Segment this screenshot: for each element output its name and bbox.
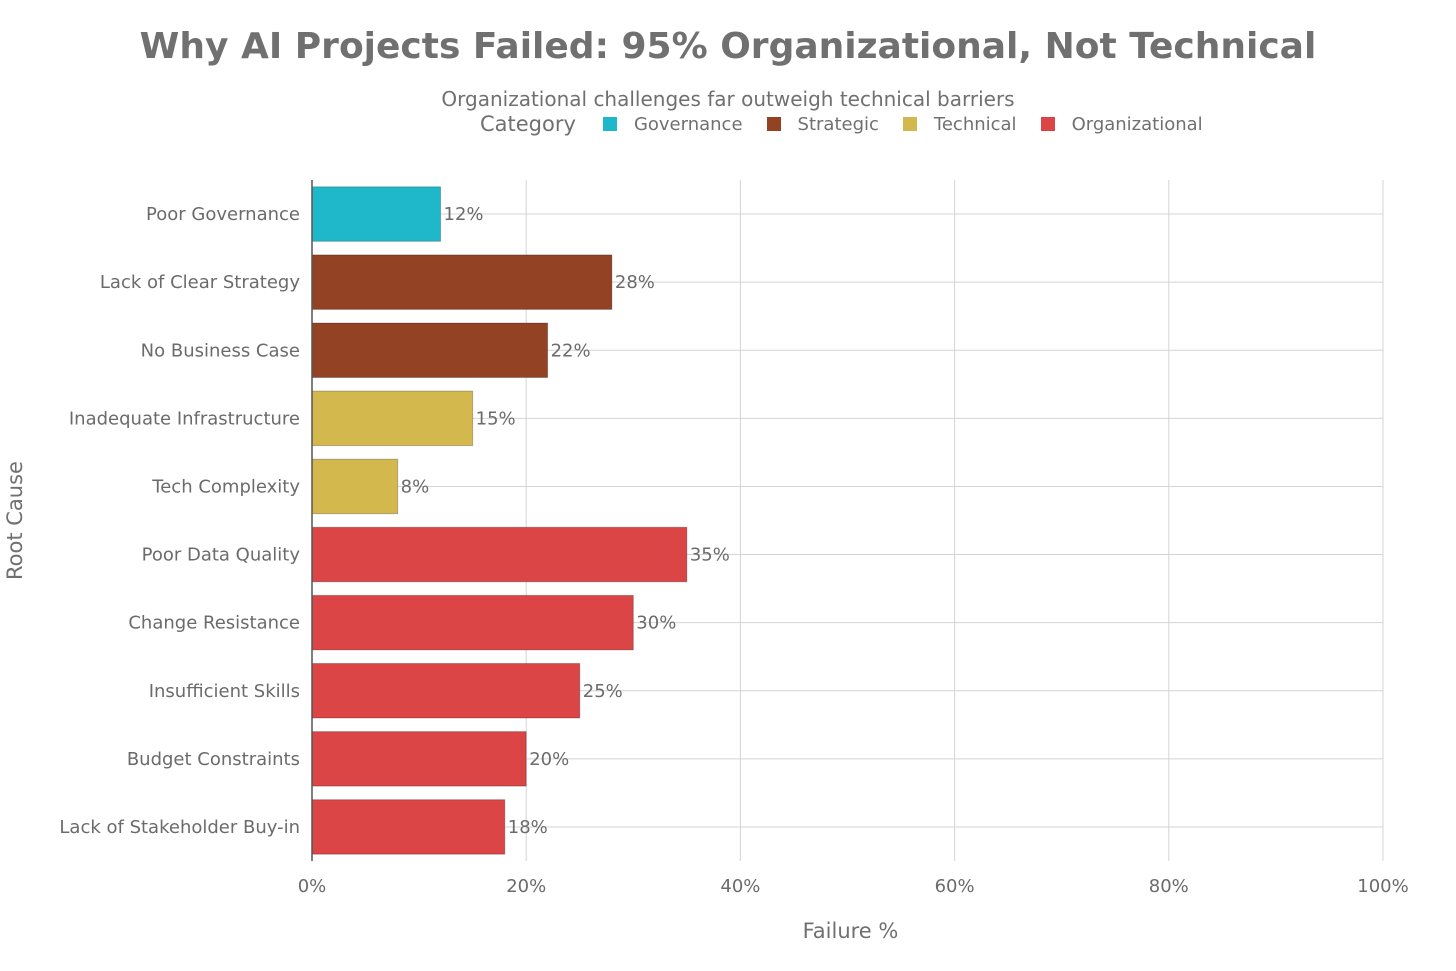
legend-item-strategic[interactable]: Strategic (766, 113, 879, 135)
bar (311, 322, 549, 378)
legend-swatch (902, 117, 917, 131)
y-tick-label: Lack of Clear Strategy (100, 272, 300, 293)
bar-value-label: 12% (444, 204, 484, 225)
bar (311, 731, 527, 787)
bar-value-label: 20% (529, 749, 569, 770)
legend: Category Governance Strategic Technical … (480, 110, 1227, 138)
bar-value-label: 35% (690, 545, 730, 566)
legend-label: Governance (633, 113, 743, 135)
y-tick-label: Inadequate Infrastructure (69, 408, 300, 429)
y-tick-label: Change Resistance (128, 613, 300, 634)
y-tick-label: Insufficient Skills (149, 681, 300, 702)
legend-item-governance[interactable]: Governance (602, 113, 743, 135)
chart-subtitle: Organizational challenges far outweigh t… (441, 87, 1015, 111)
bar (311, 526, 688, 583)
bar-value-label: 28% (615, 272, 655, 293)
x-tick-label: 60% (935, 876, 975, 897)
y-tick-label: Poor Governance (146, 204, 300, 225)
bar-value-label: 15% (476, 408, 516, 429)
y-axis-title: Root Cause (3, 461, 27, 580)
legend-item-organizational[interactable]: Organizational (1040, 113, 1203, 135)
x-tick-label: 80% (1149, 876, 1189, 897)
legend-title: Category (480, 112, 576, 136)
legend-label: Organizational (1071, 113, 1203, 135)
legend-item-technical[interactable]: Technical (902, 113, 1017, 135)
bar-value-label: 25% (583, 681, 623, 702)
legend-label: Strategic (797, 113, 879, 135)
bar (311, 390, 474, 447)
y-tick-label: Poor Data Quality (142, 545, 301, 566)
x-tick-label: 40% (720, 876, 760, 897)
chart-title: Why AI Projects Failed: 95% Organization… (139, 26, 1317, 67)
legend-swatch (1040, 117, 1055, 131)
bar-value-label: 18% (508, 817, 548, 838)
x-tick-label: 100% (1357, 876, 1408, 897)
legend-label: Technical (933, 113, 1017, 135)
bar-value-label: 22% (551, 340, 591, 361)
y-tick-label: Lack of Stakeholder Buy-in (59, 817, 300, 838)
bar (311, 254, 613, 310)
y-tick-label: Tech Complexity (151, 476, 300, 497)
bar (311, 594, 634, 651)
bar (311, 799, 506, 855)
bar (311, 663, 581, 719)
bar-value-label: 8% (401, 476, 430, 497)
bar (311, 458, 399, 515)
x-tick-label: 20% (506, 876, 546, 897)
x-axis-title: Failure % (803, 919, 899, 943)
legend-swatch (602, 117, 617, 131)
bar-value-label: 30% (636, 613, 676, 634)
y-tick-label: No Business Case (141, 340, 300, 361)
bar (311, 186, 442, 242)
x-tick-label: 0% (298, 876, 327, 897)
y-tick-label: Budget Constraints (127, 749, 300, 770)
legend-swatch (766, 117, 781, 131)
